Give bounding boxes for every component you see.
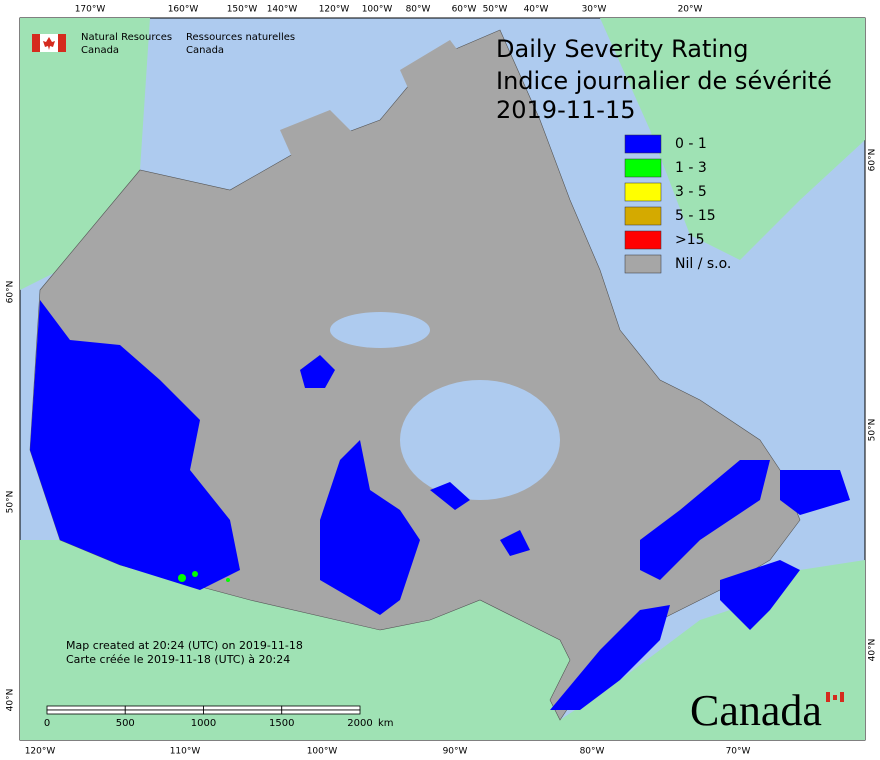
longitude-label: 150°W <box>227 5 258 15</box>
alaska <box>20 18 150 290</box>
longitude-label: 70°W <box>726 747 751 757</box>
legend-swatch <box>624 230 662 250</box>
longitude-label: 160°W <box>168 5 199 15</box>
title-fr: Indice journalier de sévérité <box>496 67 832 95</box>
flag-bar <box>826 692 830 702</box>
note-en: Map created at 20:24 (UTC) on 2019-11-18 <box>66 639 303 652</box>
longitude-label: 100°W <box>362 5 393 15</box>
longitude-label: 120°W <box>319 5 350 15</box>
scale-segment <box>46 709 126 715</box>
scale-segment <box>46 705 126 711</box>
longitude-label: 30°W <box>582 5 607 15</box>
maple-leaf <box>43 37 55 50</box>
rating-spot <box>178 574 186 582</box>
scale-label: 0 <box>44 718 50 729</box>
channel <box>330 312 430 348</box>
longitude-label: 80°W <box>580 747 605 757</box>
map <box>19 17 866 741</box>
latitude-label: 50°N <box>6 491 16 514</box>
longitude-label: 80°W <box>406 5 431 15</box>
latitude-label: 60°N <box>6 281 16 304</box>
graticule-labels: 170°W 160°W 150°W 140°W 120°W 100°W 80°W 60°W 50… <box>6 5 878 757</box>
legend-swatch <box>624 254 662 274</box>
legend-label: 0 - 1 <box>675 136 707 152</box>
arctic-island <box>280 110 360 175</box>
longitude-label: 110°W <box>170 747 201 757</box>
scale-segment <box>203 705 283 711</box>
rating-region <box>720 560 800 630</box>
legend-swatch <box>624 182 662 202</box>
rating-region <box>550 605 670 710</box>
scale-segment <box>281 709 361 715</box>
longitude-label: 20°W <box>678 5 703 15</box>
note-fr: Carte créée le 2019-11-18 (UTC) à 20:24 <box>66 653 290 666</box>
agency-en: Canada <box>81 45 119 56</box>
latitude-label: 50°N <box>868 419 878 442</box>
flag-bar <box>32 34 40 52</box>
rating-spot <box>226 578 230 582</box>
agency-fr: Canada <box>186 45 224 56</box>
longitude-label: 60°W <box>452 5 477 15</box>
scale-label: 1500 <box>269 718 294 729</box>
rating-region <box>30 300 240 590</box>
legend-label: 1 - 3 <box>675 160 707 176</box>
rating-region <box>640 460 770 580</box>
date: 2019-11-15 <box>496 96 635 124</box>
scale-segment <box>124 705 204 711</box>
scale-label: 500 <box>116 718 135 729</box>
greenland <box>600 18 865 260</box>
legend-label: 5 - 15 <box>675 208 716 224</box>
legend-swatch <box>624 158 662 178</box>
flag-bar <box>840 692 844 702</box>
hudson-bay <box>400 380 560 500</box>
rating-region <box>430 482 470 510</box>
longitude-label: 100°W <box>307 747 338 757</box>
wordmark-text: Canada <box>690 686 822 735</box>
rating-region <box>780 470 850 515</box>
latitude-label: 40°N <box>868 639 878 662</box>
agency-en: Natural Resources <box>81 32 172 43</box>
agency-signature: Natural Resources Canada Ressources natu… <box>32 32 295 56</box>
legend-label: >15 <box>675 232 705 248</box>
legend-label: Nil / s.o. <box>675 256 731 272</box>
agency-fr: Ressources naturelles <box>186 32 295 43</box>
scale-unit: km <box>378 718 394 729</box>
scale-segment <box>203 709 283 715</box>
rating-region <box>300 355 335 388</box>
legend: 0 - 1 1 - 3 3 - 5 5 - 15 >15 Nil / s.o. <box>624 134 731 274</box>
wordmark: Canada <box>690 686 844 735</box>
legend-swatch <box>624 134 662 154</box>
legend-label: 3 - 5 <box>675 184 707 200</box>
flag-bar <box>58 34 66 52</box>
longitude-label: 120°W <box>25 747 56 757</box>
maple-leaf <box>833 695 837 700</box>
latitude-label: 40°N <box>6 689 16 712</box>
scale-segment <box>124 709 204 715</box>
rating-spot <box>192 571 198 577</box>
scale-label: 1000 <box>191 718 216 729</box>
longitude-label: 40°W <box>524 5 549 15</box>
latitude-label: 60°N <box>868 149 878 172</box>
scale-segment <box>281 705 361 711</box>
arctic-island <box>400 40 480 120</box>
legend-swatch <box>624 206 662 226</box>
rating-region <box>500 530 530 556</box>
longitude-label: 90°W <box>443 747 468 757</box>
scale-label: 2000 <box>347 718 372 729</box>
title: Daily Severity Rating <box>496 35 748 63</box>
longitude-label: 50°W <box>483 5 508 15</box>
rating-region <box>320 440 420 615</box>
longitude-label: 140°W <box>267 5 298 15</box>
united-states <box>20 540 865 740</box>
scale-bar: 0 500 1000 1500 2000 km <box>44 705 394 729</box>
longitude-label: 170°W <box>75 5 106 15</box>
